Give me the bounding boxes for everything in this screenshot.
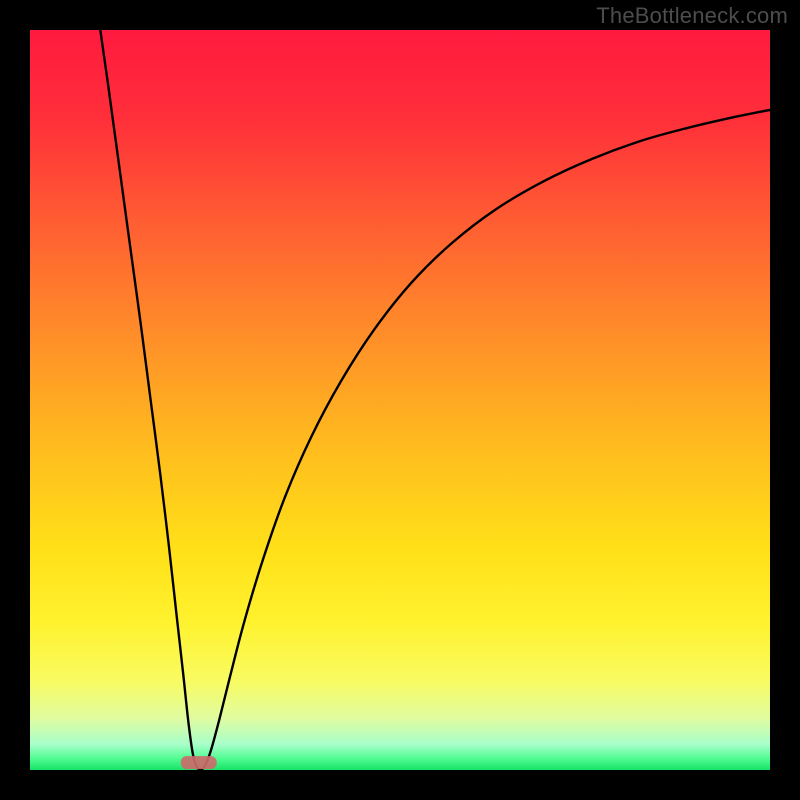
optimal-marker: [181, 756, 217, 769]
watermark-text: TheBottleneck.com: [596, 3, 788, 29]
chart-plot-area: [30, 30, 770, 770]
bottleneck-chart: TheBottleneck.com: [0, 0, 800, 800]
chart-svg: [0, 0, 800, 800]
